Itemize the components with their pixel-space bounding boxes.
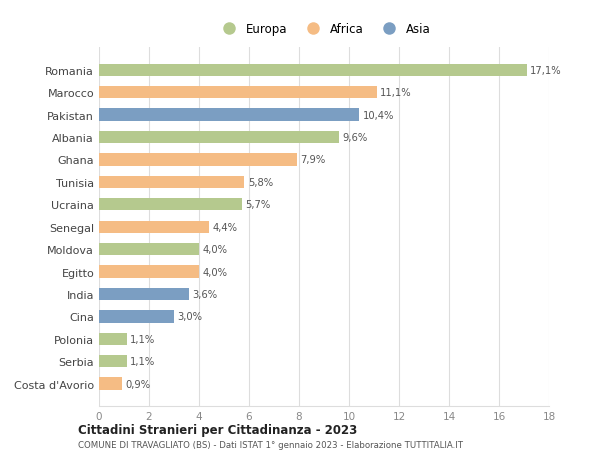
Bar [99,311,174,323]
Bar [99,154,296,166]
Text: 4,0%: 4,0% [203,267,228,277]
Bar [99,176,244,189]
Bar [99,355,127,368]
Legend: Europa, Africa, Asia: Europa, Africa, Asia [212,18,436,41]
Bar [99,199,241,211]
Text: 0,9%: 0,9% [125,379,151,389]
Text: 3,0%: 3,0% [178,312,203,322]
Bar [99,109,359,122]
Text: COMUNE DI TRAVAGLIATO (BS) - Dati ISTAT 1° gennaio 2023 - Elaborazione TUTTITALI: COMUNE DI TRAVAGLIATO (BS) - Dati ISTAT … [78,441,463,449]
Bar [99,266,199,278]
Bar [99,288,189,301]
Text: 5,7%: 5,7% [245,200,271,210]
Text: Cittadini Stranieri per Cittadinanza - 2023: Cittadini Stranieri per Cittadinanza - 2… [78,423,357,436]
Bar [99,333,127,345]
Text: 5,8%: 5,8% [248,178,273,187]
Text: 1,1%: 1,1% [130,357,155,366]
Text: 1,1%: 1,1% [130,334,155,344]
Text: 7,9%: 7,9% [300,155,325,165]
Bar [99,243,199,256]
Bar [99,221,209,233]
Text: 9,6%: 9,6% [343,133,368,143]
Text: 11,1%: 11,1% [380,88,412,98]
Text: 10,4%: 10,4% [363,110,394,120]
Bar [99,132,339,144]
Bar [99,378,121,390]
Text: 17,1%: 17,1% [530,66,562,76]
Text: 4,4%: 4,4% [213,222,238,232]
Text: 4,0%: 4,0% [203,245,228,255]
Bar [99,64,527,77]
Text: 3,6%: 3,6% [193,289,218,299]
Bar [99,87,377,99]
